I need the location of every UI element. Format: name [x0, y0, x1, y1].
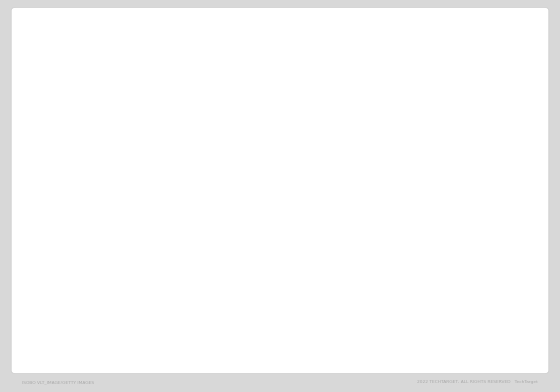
FancyBboxPatch shape — [265, 186, 295, 214]
Text: Accounting VLAN: Accounting VLAN — [108, 306, 198, 316]
FancyBboxPatch shape — [379, 294, 409, 321]
Text: ISOBO VLT_IMAGE/GETTY IMAGES: ISOBO VLT_IMAGE/GETTY IMAGES — [22, 380, 95, 384]
Circle shape — [80, 311, 83, 314]
FancyBboxPatch shape — [151, 186, 181, 214]
FancyBboxPatch shape — [265, 240, 295, 267]
Text: 2022 TECHTARGET, ALL RIGHTS RESERVED   TechTarget: 2022 TECHTARGET, ALL RIGHTS RESERVED Tec… — [417, 380, 538, 384]
FancyBboxPatch shape — [151, 294, 181, 321]
Text: Switch: Switch — [192, 145, 222, 154]
FancyBboxPatch shape — [142, 129, 190, 169]
Circle shape — [75, 311, 78, 314]
FancyBboxPatch shape — [69, 299, 95, 323]
FancyBboxPatch shape — [57, 180, 503, 227]
FancyBboxPatch shape — [74, 303, 89, 309]
Text: Router: Router — [311, 100, 341, 109]
Circle shape — [75, 315, 78, 317]
Circle shape — [80, 315, 83, 317]
FancyBboxPatch shape — [57, 287, 503, 335]
FancyBboxPatch shape — [370, 129, 418, 169]
FancyBboxPatch shape — [379, 240, 409, 267]
FancyBboxPatch shape — [265, 294, 295, 321]
Text: Marketing VLAN: Marketing VLAN — [108, 252, 192, 262]
Text: Engineering VLAN: Engineering VLAN — [108, 198, 202, 208]
FancyBboxPatch shape — [379, 186, 409, 214]
FancyBboxPatch shape — [252, 91, 308, 117]
Circle shape — [80, 318, 83, 320]
FancyBboxPatch shape — [256, 129, 304, 169]
Circle shape — [75, 318, 78, 320]
Text: Switch: Switch — [419, 145, 449, 154]
FancyBboxPatch shape — [58, 252, 66, 263]
FancyBboxPatch shape — [57, 234, 503, 281]
Circle shape — [86, 315, 88, 317]
Text: Switch: Switch — [305, 145, 335, 154]
Circle shape — [86, 311, 88, 314]
Circle shape — [86, 318, 88, 320]
Text: Department VLANs: Department VLANs — [131, 20, 429, 48]
FancyBboxPatch shape — [151, 240, 181, 267]
